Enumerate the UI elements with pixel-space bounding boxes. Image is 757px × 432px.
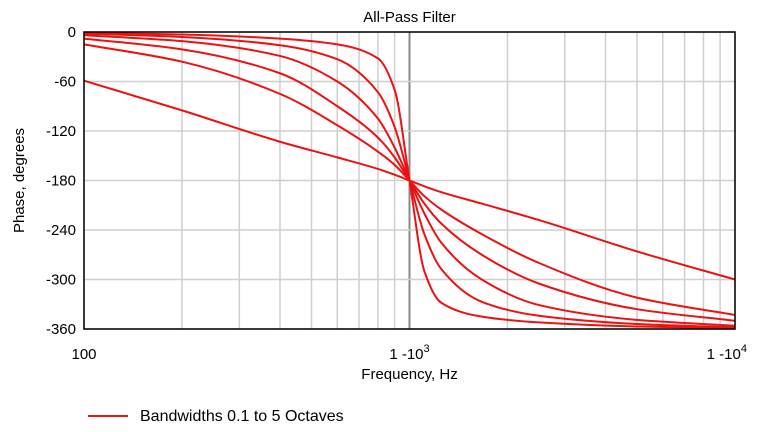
y-tick-label: -60 [54, 74, 76, 91]
plot-frame [83, 31, 736, 330]
x-tick-label: 1 -103 [389, 343, 429, 363]
x-tick-label: 100 [71, 346, 96, 363]
y-axis-label: Phase, degrees [11, 128, 28, 233]
x-tick-exponent: 3 [424, 343, 430, 355]
y-axis-ticks: 0 -60 -120 -180 -240 -300 -360 [46, 24, 76, 338]
y-tick-label: 0 [68, 24, 76, 41]
y-tick-label: -240 [46, 222, 76, 239]
y-tick-label: -120 [46, 123, 76, 140]
legend-label: Bandwidths 0.1 to 5 Octaves [140, 408, 344, 425]
chart-title: All-Pass Filter [363, 9, 456, 26]
x-tick-exponent: 4 [741, 343, 747, 355]
x-axis-ticks: 100 1 -103 1 -104 [71, 343, 747, 363]
y-tick-label: -300 [46, 272, 76, 289]
x-tick-label: 1 -104 [707, 343, 747, 363]
legend: Bandwidths 0.1 to 5 Octaves [88, 408, 344, 425]
x-axis-label: Frequency, Hz [361, 366, 457, 383]
phase-curves [83, 31, 736, 330]
y-tick-label: -360 [46, 321, 76, 338]
y-tick-label: -180 [46, 173, 76, 190]
phase-curve-5-octaves [83, 79, 736, 281]
